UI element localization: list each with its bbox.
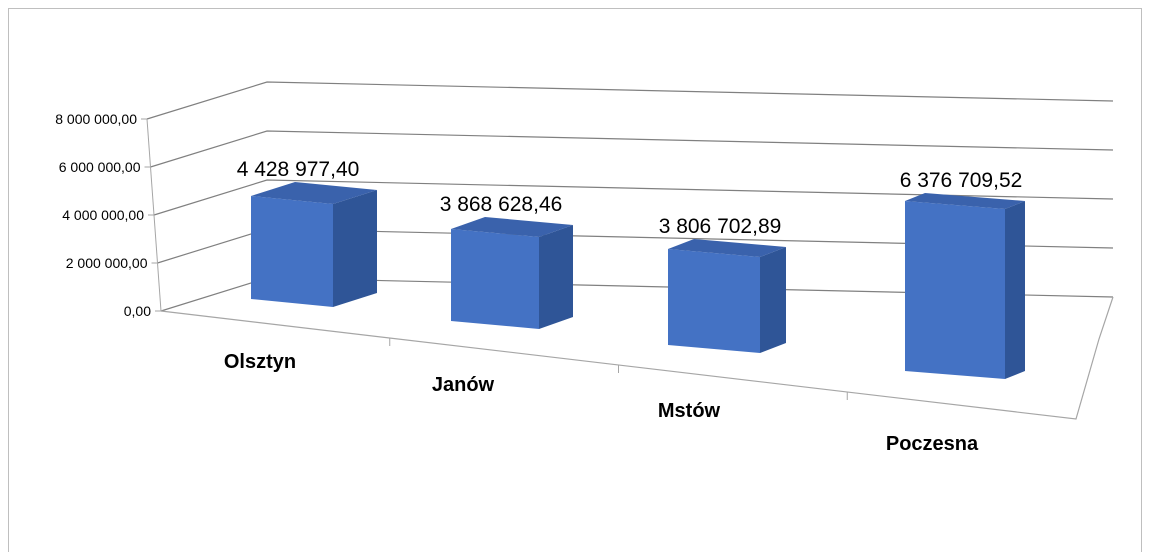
x-tick-label: Poczesna — [886, 433, 979, 455]
gridline — [153, 179, 1114, 216]
bar-side-face — [760, 247, 786, 353]
x-tick-label: Olsztyn — [224, 351, 296, 373]
bar — [251, 182, 377, 307]
bar-side-face — [1005, 201, 1025, 379]
y-tick-label: 4 000 000,00 — [62, 207, 144, 223]
bar — [451, 217, 573, 329]
data-label: 6 376 709,52 — [900, 169, 1023, 192]
x-axis-tick-labels: Olsztyn Janów Mstów Poczesna — [224, 351, 979, 455]
bars — [251, 182, 1025, 379]
bar-front-face — [451, 229, 539, 329]
gridlines — [146, 81, 1114, 312]
data-label: 3 868 628,46 — [440, 193, 563, 216]
axes — [141, 118, 1114, 420]
bar-front-face — [905, 201, 1005, 379]
y-axis-line — [146, 118, 162, 312]
bar — [668, 239, 786, 353]
bar-top-face — [905, 193, 1025, 209]
data-label: 4 428 977,40 — [237, 158, 360, 181]
y-tick-label: 2 000 000,00 — [66, 255, 148, 271]
gridline — [146, 81, 1114, 120]
data-label: 3 806 702,89 — [659, 215, 782, 238]
bar-front-face — [668, 249, 760, 353]
bar-top-face — [668, 239, 786, 257]
y-tick-label: 0,00 — [124, 303, 151, 319]
gridline — [150, 130, 1114, 168]
bar-front-face — [251, 196, 333, 307]
bar-side-face — [539, 225, 573, 329]
bar-side-face — [333, 190, 377, 307]
x-tick-label: Mstów — [658, 400, 721, 422]
bar-chart: 0,00 2 000 000,00 4 000 000,00 6 000 000,00… — [55, 81, 1114, 455]
data-labels: 4 428 977,40 3 868 628,46 3 806 702,89 6 37… — [237, 158, 1023, 238]
bar-top-face — [451, 217, 573, 237]
bar-top-face — [251, 182, 377, 204]
chart-area: 0,00 2 000 000,00 4 000 000,00 6 000 000,00… — [8, 8, 1142, 552]
y-tick-label: 6 000 000,00 — [59, 159, 141, 175]
x-tick-label: Janów — [432, 374, 495, 396]
bar — [905, 193, 1025, 379]
y-axis-tick-labels: 0,00 2 000 000,00 4 000 000,00 6 000 000,00… — [55, 111, 151, 319]
y-tick-label: 8 000 000,00 — [55, 111, 137, 127]
